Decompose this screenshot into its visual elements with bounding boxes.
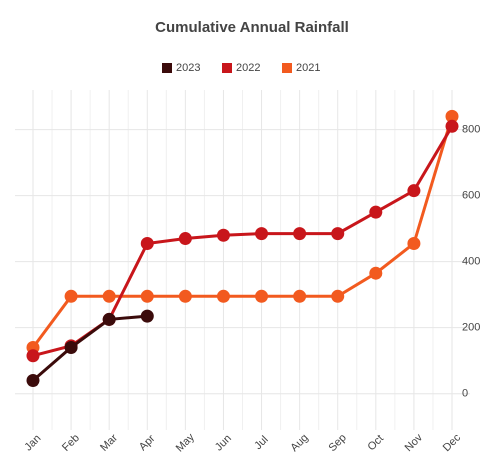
point xyxy=(293,289,307,303)
y-tick-label: 400 xyxy=(462,256,480,268)
legend-swatch xyxy=(222,63,232,73)
legend-label: 2023 xyxy=(176,62,200,74)
point xyxy=(140,289,154,303)
legend-swatch xyxy=(162,63,172,73)
point xyxy=(140,236,154,250)
point xyxy=(369,205,383,219)
point xyxy=(407,236,421,250)
point xyxy=(178,232,192,246)
point xyxy=(216,289,230,303)
chart-title: Cumulative Annual Rainfall xyxy=(155,19,349,36)
point xyxy=(255,289,269,303)
point xyxy=(64,289,78,303)
y-tick-label: 200 xyxy=(462,322,480,334)
point xyxy=(445,109,459,123)
series-line xyxy=(32,314,148,382)
point xyxy=(445,119,459,133)
legend-label: 2021 xyxy=(296,62,320,74)
point xyxy=(331,227,345,241)
point xyxy=(140,309,154,323)
y-tick-label: 600 xyxy=(462,190,480,202)
point xyxy=(216,228,230,242)
point xyxy=(26,349,40,363)
point xyxy=(26,373,40,387)
point xyxy=(293,227,307,241)
point xyxy=(407,184,421,198)
point xyxy=(64,340,78,354)
point xyxy=(102,312,116,326)
point xyxy=(102,289,116,303)
legend-swatch xyxy=(282,63,292,73)
y-tick-label: 0 xyxy=(462,388,468,400)
point xyxy=(331,289,345,303)
point xyxy=(178,289,192,303)
legend-label: 2022 xyxy=(236,62,260,74)
point xyxy=(369,266,383,280)
point xyxy=(255,227,269,241)
y-tick-label: 800 xyxy=(462,124,480,136)
